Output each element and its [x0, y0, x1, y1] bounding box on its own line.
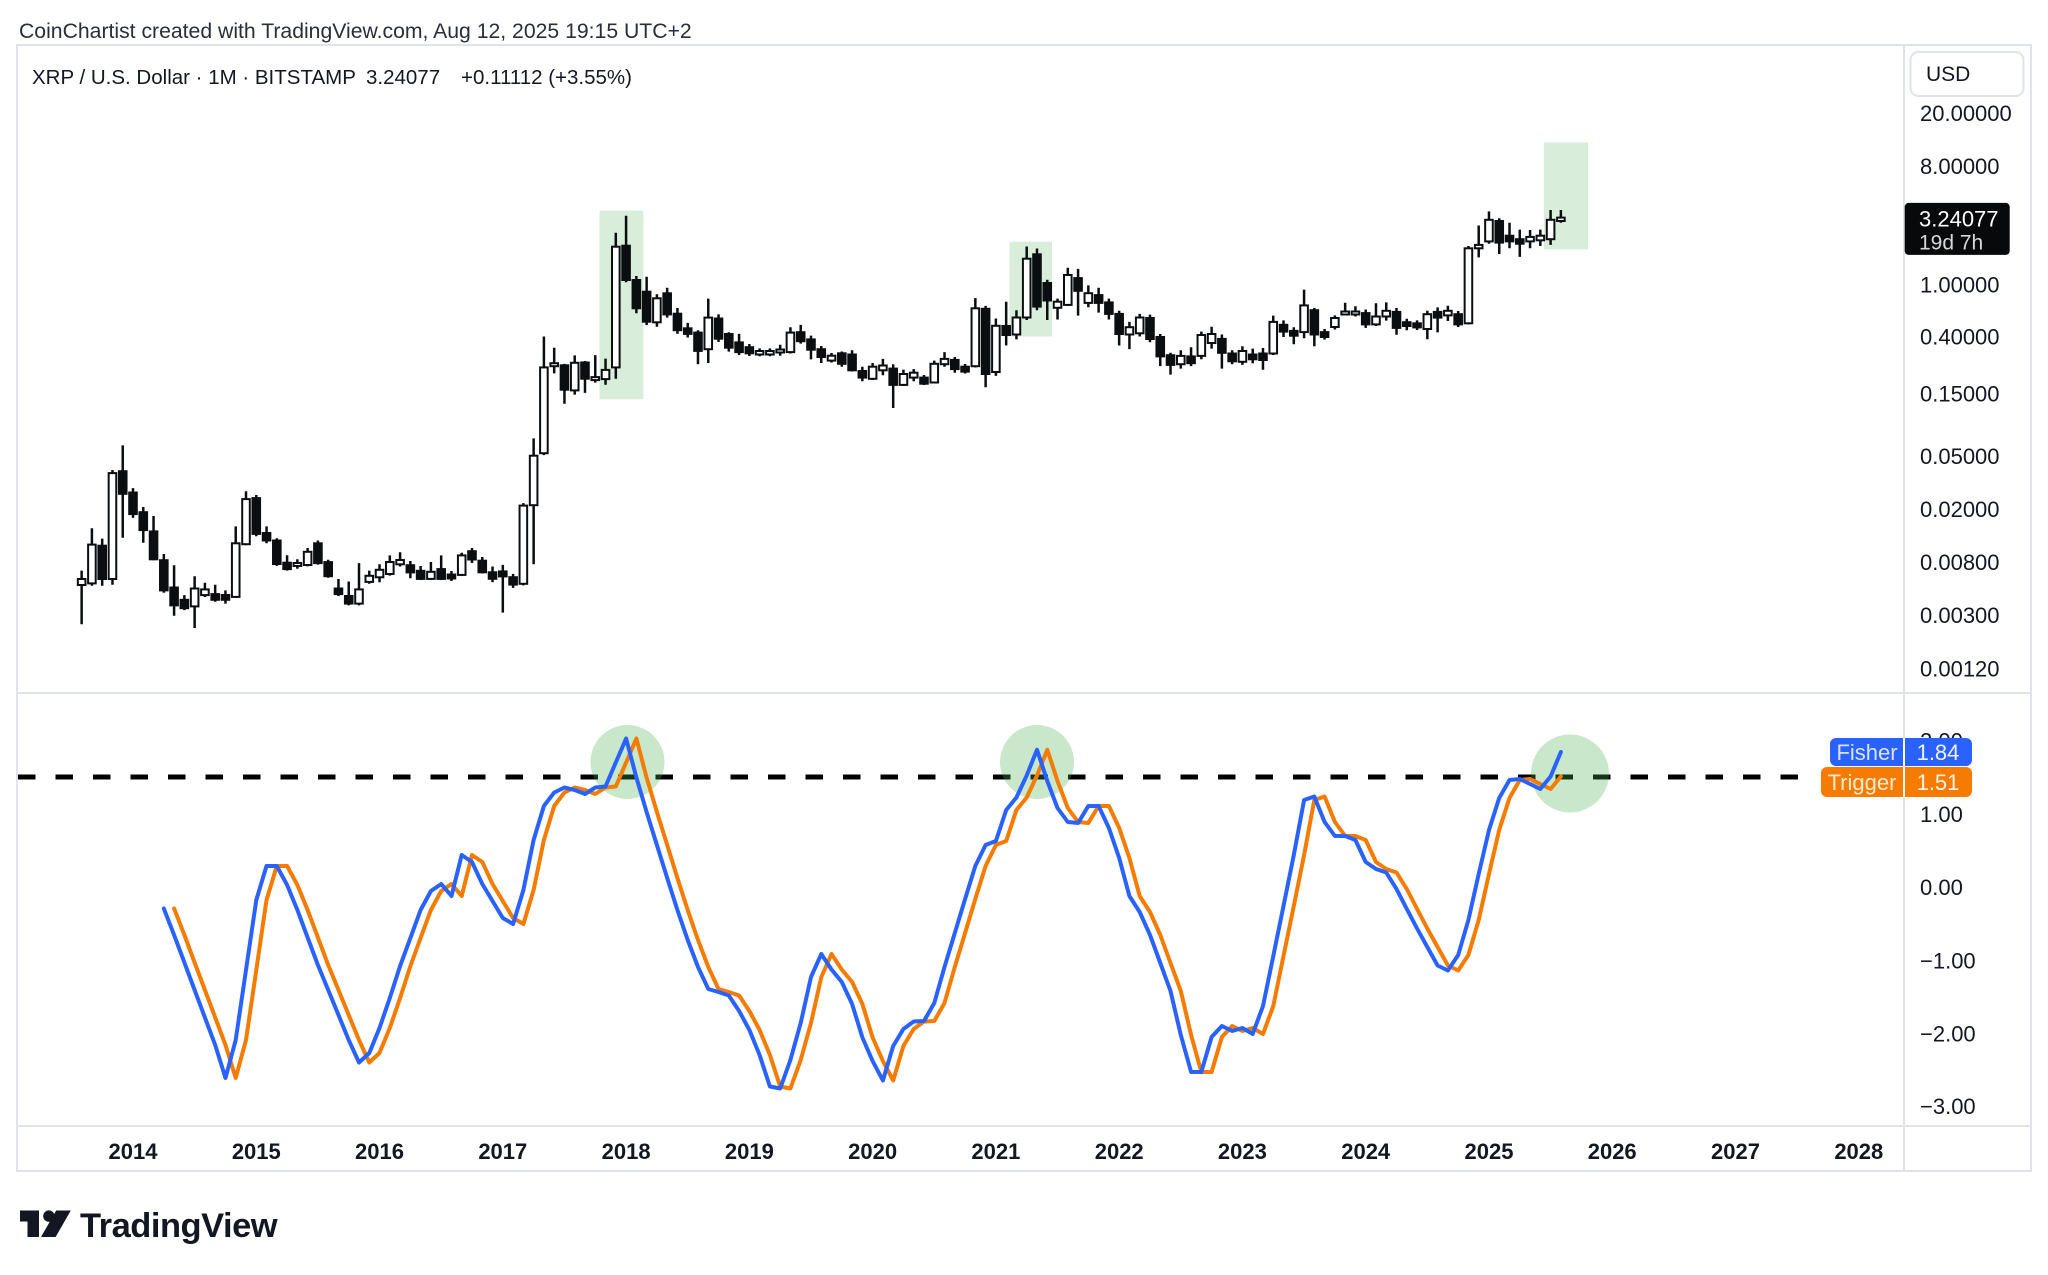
svg-text:2023: 2023: [1218, 1139, 1267, 1164]
svg-text:2016: 2016: [355, 1139, 404, 1164]
svg-text:8.00000: 8.00000: [1920, 154, 2000, 179]
svg-text:2028: 2028: [1834, 1139, 1883, 1164]
svg-text:XRP / U.S. Dollar · 1M · BITST: XRP / U.S. Dollar · 1M · BITSTAMP: [32, 66, 356, 89]
svg-text:2018: 2018: [602, 1139, 651, 1164]
svg-text:2021: 2021: [971, 1139, 1020, 1164]
svg-text:0.00300: 0.00300: [1920, 603, 2000, 628]
svg-text:0.15000: 0.15000: [1920, 382, 2000, 407]
svg-text:0.40000: 0.40000: [1920, 325, 2000, 350]
svg-text:CoinChartist created with Trad: CoinChartist created with TradingView.co…: [19, 20, 692, 43]
svg-text:0.05000: 0.05000: [1920, 444, 2000, 469]
svg-text:Trigger: Trigger: [1828, 770, 1897, 795]
svg-text:1.00: 1.00: [1920, 802, 1963, 827]
svg-text:2022: 2022: [1095, 1139, 1144, 1164]
svg-text:2017: 2017: [478, 1139, 527, 1164]
svg-text:20.00000: 20.00000: [1920, 101, 2012, 126]
svg-text:0.02000: 0.02000: [1920, 497, 2000, 522]
svg-text:−2.00: −2.00: [1920, 1022, 1976, 1047]
svg-text:0.00120: 0.00120: [1920, 657, 2000, 682]
svg-text:2027: 2027: [1711, 1139, 1760, 1164]
svg-text:3.24077: 3.24077: [1919, 207, 1999, 232]
svg-text:USD: USD: [1926, 63, 1970, 86]
svg-text:−3.00: −3.00: [1920, 1094, 1976, 1119]
svg-text:2024: 2024: [1341, 1139, 1391, 1164]
svg-text:Fisher: Fisher: [1836, 740, 1897, 765]
svg-text:19d 7h: 19d 7h: [1919, 232, 1983, 255]
svg-text:0.00800: 0.00800: [1920, 550, 2000, 575]
svg-text:2026: 2026: [1588, 1139, 1637, 1164]
svg-text:−1.00: −1.00: [1920, 949, 1976, 974]
svg-text:2020: 2020: [848, 1139, 897, 1164]
svg-text:TradingView: TradingView: [80, 1207, 278, 1245]
svg-text:0.00: 0.00: [1920, 875, 1963, 900]
svg-text:3.24077: 3.24077: [366, 66, 440, 89]
svg-text:1.00000: 1.00000: [1920, 273, 2000, 298]
svg-text:2019: 2019: [725, 1139, 774, 1164]
svg-text:1.84: 1.84: [1917, 740, 1960, 765]
svg-text:2025: 2025: [1465, 1139, 1514, 1164]
svg-text:1.51: 1.51: [1917, 770, 1960, 795]
svg-text:+0.11112 (+3.55%): +0.11112 (+3.55%): [461, 66, 632, 89]
svg-text:2014: 2014: [109, 1139, 159, 1164]
svg-text:2015: 2015: [232, 1139, 281, 1164]
